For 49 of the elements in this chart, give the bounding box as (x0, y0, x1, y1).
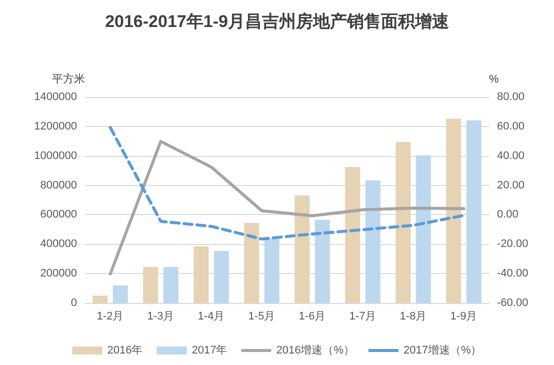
legend-label: 2017增速（%） (403, 344, 482, 356)
chart-title: 2016-2017年1-9月昌吉州房地产销售面积增速 (105, 12, 449, 31)
y2-tick-label: 0.00 (497, 208, 518, 221)
y2-tick-label: -20.00 (497, 238, 528, 250)
y-tick-label: 200000 (40, 268, 77, 280)
bar (446, 118, 462, 303)
y2-axis-title: % (489, 74, 499, 86)
y-tick-label: 1400000 (34, 91, 77, 103)
y-tick-label: 1200000 (34, 120, 77, 132)
y2-tick-label: 60.00 (497, 120, 525, 132)
y-tick-label: 1000000 (34, 150, 77, 162)
y2-tick-label: 80.00 (497, 91, 525, 103)
x-tick-label: 1-4月 (198, 310, 225, 322)
y-axis-title: 平方米 (52, 72, 85, 86)
y2-tick-label: -60.00 (497, 297, 528, 309)
bar (112, 285, 128, 303)
y2-tick-label: 20.00 (497, 179, 525, 192)
bar (314, 220, 330, 303)
y-tick-label: 400000 (40, 238, 77, 250)
bar (143, 266, 158, 303)
bar (345, 167, 360, 303)
y-tick-label: 800000 (40, 179, 77, 192)
x-tick-label: 1-5月 (248, 310, 276, 322)
bar (365, 180, 380, 303)
x-tick-label: 1-6月 (298, 310, 326, 322)
bar (416, 155, 431, 303)
bar (194, 246, 209, 303)
legend-label: 2016增速（%） (276, 344, 354, 356)
x-tick-label: 1-9月 (450, 310, 478, 322)
bar (264, 238, 280, 303)
y-tick-label: 600000 (40, 208, 77, 221)
x-tick-label: 1-3月 (147, 310, 174, 322)
line-series (108, 140, 466, 276)
bar (92, 296, 108, 303)
bar (244, 222, 260, 303)
legend-label: 2017年 (192, 344, 228, 356)
bar (163, 266, 178, 303)
bar (396, 142, 411, 303)
legend-label: 2016年 (107, 344, 143, 356)
y2-tick-label: -40.00 (497, 268, 528, 280)
x-tick-label: 1-2月 (96, 310, 124, 322)
line-series (108, 126, 466, 240)
y-tick-label: 0 (70, 297, 77, 309)
x-tick-label: 1-8月 (400, 310, 427, 322)
y2-tick-label: 40.00 (497, 150, 525, 162)
bar (294, 195, 310, 303)
bar (214, 251, 229, 303)
x-tick-label: 1-7月 (349, 310, 376, 322)
bar (466, 120, 482, 303)
